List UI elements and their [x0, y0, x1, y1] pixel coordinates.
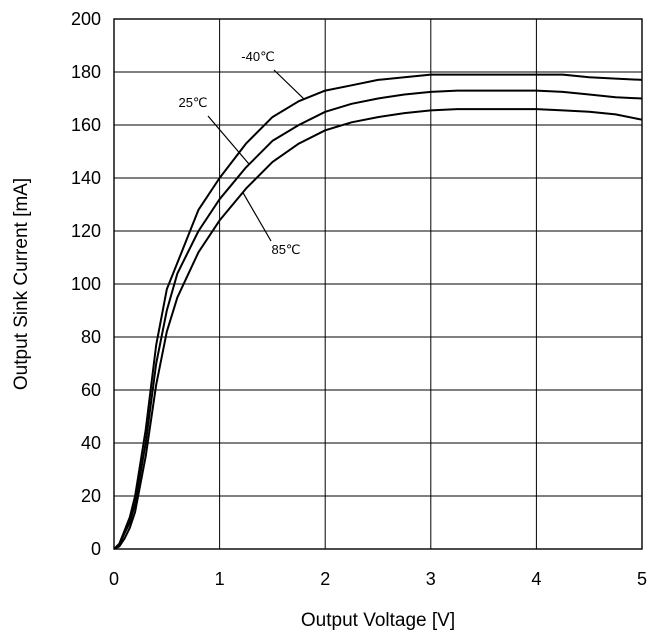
series-lines	[113, 73, 643, 550]
y-tick-label: 200	[71, 9, 101, 29]
label-leaders	[207, 69, 305, 242]
y-tick-label: 100	[71, 274, 101, 294]
x-tick-label: 5	[637, 569, 647, 589]
y-tick-labels: 0 20 40 60 80 100 120 140 160 180 200	[71, 9, 101, 559]
grid	[114, 19, 642, 549]
x-tick-label: 1	[215, 569, 225, 589]
y-tick-label: 0	[91, 539, 101, 559]
series-labels: -40℃ 25℃ 85℃	[178, 49, 300, 257]
series-label: -40℃	[241, 49, 274, 64]
x-tick-label: 4	[531, 569, 541, 589]
series-line	[113, 73, 643, 550]
x-tick-labels: 0 1 2 3 4 5	[109, 569, 647, 589]
x-tick-label: 0	[109, 569, 119, 589]
y-tick-label: 180	[71, 62, 101, 82]
y-tick-label: 60	[81, 380, 101, 400]
y-tick-label: 40	[81, 433, 101, 453]
x-axis-title: Output Voltage [V]	[301, 610, 455, 631]
y-axis-title: Output Sink Current [mA]	[11, 178, 32, 390]
y-tick-label: 160	[71, 115, 101, 135]
series-line	[113, 108, 643, 550]
y-tick-label: 140	[71, 168, 101, 188]
y-tick-label: 20	[81, 486, 101, 506]
series-label: 85℃	[271, 242, 300, 257]
plot-frame	[113, 18, 643, 550]
label-leader-line	[207, 115, 250, 165]
label-leader-line	[273, 69, 305, 100]
x-tick-label: 2	[320, 569, 330, 589]
y-tick-label: 80	[81, 327, 101, 347]
y-tick-label: 120	[71, 221, 101, 241]
series-label: 25℃	[178, 95, 207, 110]
x-tick-label: 3	[426, 569, 436, 589]
label-leader-line	[242, 192, 272, 242]
series-line	[113, 89, 643, 550]
